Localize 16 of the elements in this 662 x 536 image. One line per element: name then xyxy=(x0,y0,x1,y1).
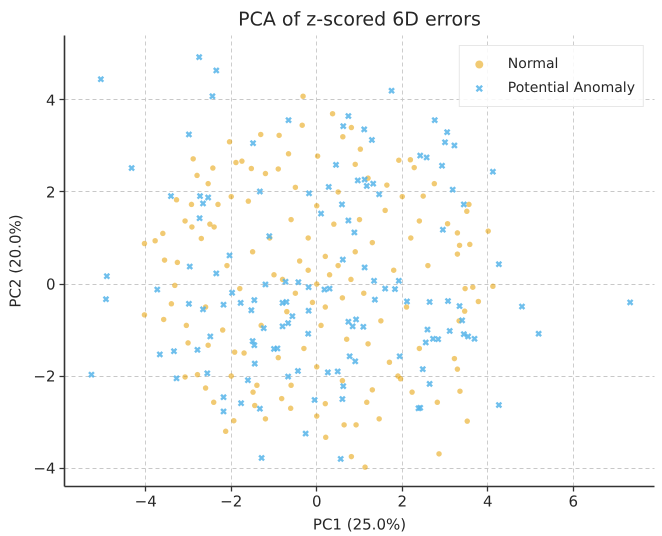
legend-label: Normal xyxy=(508,56,558,72)
y-axis-title: PC2 (20.0%) xyxy=(6,214,24,308)
y-tick-label: 0 xyxy=(46,276,56,294)
x-axis-title: PC1 (25.0%) xyxy=(312,516,406,534)
y-tick-label: −4 xyxy=(33,460,56,478)
x-tick-label: 2 xyxy=(397,492,408,510)
x-tick-label: 0 xyxy=(312,492,322,510)
y-tick-label: −2 xyxy=(33,368,56,386)
x-tick-label: −4 xyxy=(134,492,157,510)
y-tick-label: 2 xyxy=(46,183,56,202)
y-tick-label: 4 xyxy=(46,91,56,110)
legend-label: Potential Anomaly xyxy=(508,80,635,96)
chart-title: PCA of z-scored 6D errors xyxy=(238,8,481,30)
x-tick-label: 4 xyxy=(482,492,493,510)
x-tick-label: −2 xyxy=(220,492,242,510)
x-tick-label: 6 xyxy=(568,492,578,510)
